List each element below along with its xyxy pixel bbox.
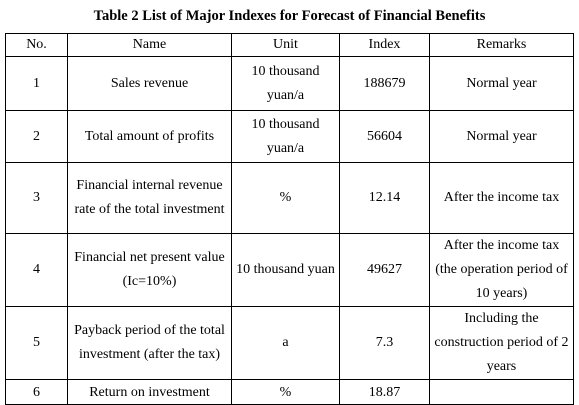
- table-row: 5 Payback period of the total investment…: [5, 306, 574, 380]
- cell-remarks: After the income tax: [429, 162, 574, 234]
- header-name: Name: [67, 33, 232, 57]
- cell-remarks: Normal year: [429, 110, 574, 163]
- cell-no: 4: [5, 233, 68, 307]
- cell-name: Payback period of the total investment (…: [67, 306, 232, 380]
- table-row: 3 Financial internal revenue rate of the…: [5, 162, 574, 234]
- header-remarks: Remarks: [429, 33, 574, 57]
- cell-remarks: Normal year: [429, 56, 574, 111]
- cell-unit: 10 thousand yuan/a: [231, 56, 340, 111]
- cell-name: Financial net present value (Ic=10%): [67, 233, 232, 307]
- cell-index: 7.3: [339, 306, 430, 380]
- cell-name: Financial internal revenue rate of the t…: [67, 162, 232, 234]
- cell-index: 49627: [339, 233, 430, 307]
- cell-remarks: After the income tax (the operation peri…: [429, 233, 574, 307]
- cell-remarks: Including the construction period of 2 y…: [429, 306, 574, 380]
- financial-indexes-table: No. Name Unit Index Remarks 1 Sales reve…: [5, 33, 574, 405]
- cell-no: 2: [5, 110, 68, 163]
- cell-index: 12.14: [339, 162, 430, 234]
- table-header-row: No. Name Unit Index Remarks: [5, 33, 574, 57]
- table-row: 1 Sales revenue 10 thousand yuan/a 18867…: [5, 56, 574, 111]
- header-unit: Unit: [231, 33, 340, 57]
- cell-index: 188679: [339, 56, 430, 111]
- cell-index: 56604: [339, 110, 430, 163]
- cell-name: Sales revenue: [67, 56, 232, 111]
- cell-unit: a: [231, 306, 340, 380]
- cell-name: Total amount of profits: [67, 110, 232, 163]
- table-row: 4 Financial net present value (Ic=10%) 1…: [5, 233, 574, 307]
- table-title: Table 2 List of Major Indexes for Foreca…: [93, 8, 486, 24]
- table-row: 2 Total amount of profits 10 thousand yu…: [5, 110, 574, 163]
- cell-unit: %: [231, 162, 340, 234]
- cell-unit: 10 thousand yuan: [231, 233, 340, 307]
- cell-unit: 10 thousand yuan/a: [231, 110, 340, 163]
- cell-no: 1: [5, 56, 68, 111]
- header-index: Index: [339, 33, 430, 57]
- header-no: No.: [5, 33, 68, 57]
- cell-no: 5: [5, 306, 68, 380]
- cell-no: 3: [5, 162, 68, 234]
